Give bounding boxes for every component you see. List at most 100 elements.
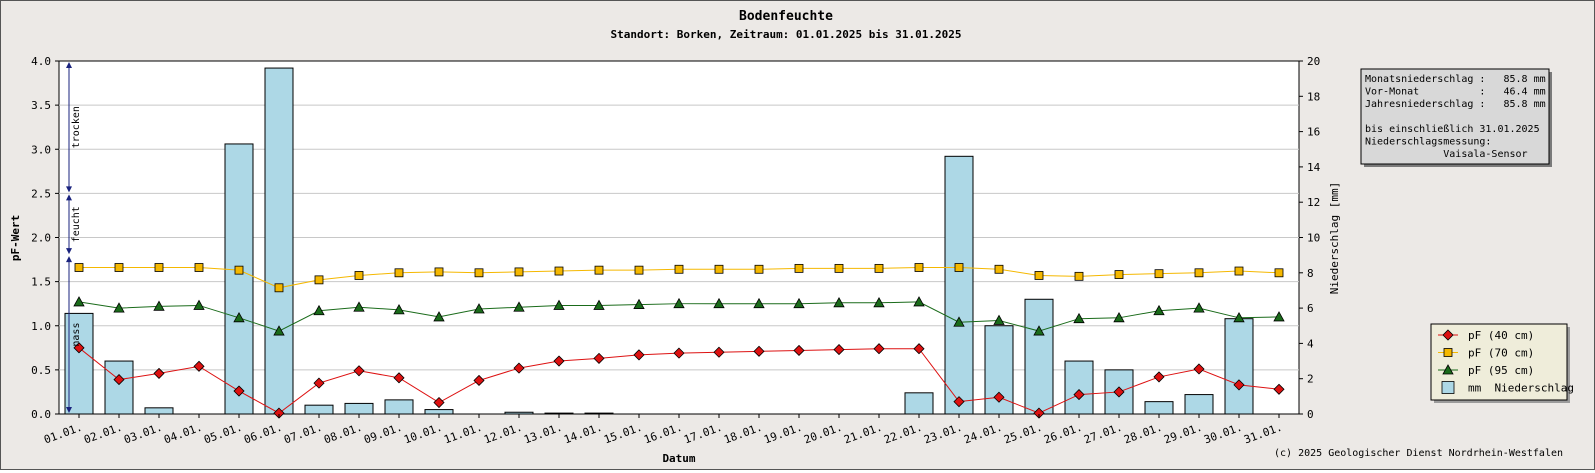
series-point bbox=[833, 344, 845, 356]
legend-label: pF (40 cm) bbox=[1468, 329, 1534, 342]
series-point bbox=[193, 360, 205, 372]
zone-label: nass bbox=[71, 323, 82, 347]
series-point bbox=[73, 342, 85, 354]
tick-label-right: 10 bbox=[1307, 232, 1320, 245]
precip-bar bbox=[544, 412, 574, 415]
series-point bbox=[233, 311, 245, 323]
zone-arrow-up bbox=[66, 194, 72, 201]
tick-label-x: 19.01. bbox=[762, 421, 804, 447]
series-point bbox=[714, 264, 724, 274]
series-point bbox=[273, 407, 285, 419]
info-line: Vaisala-Sensor bbox=[1365, 149, 1528, 160]
tick-label-left: 3.5 bbox=[31, 99, 51, 112]
series-point bbox=[353, 365, 365, 377]
tick-label-left: 0.5 bbox=[31, 364, 51, 377]
series-point bbox=[713, 346, 725, 358]
copyright: (c) 2025 Geologischer Dienst Nordrhein-W… bbox=[1274, 448, 1563, 459]
y-axis-right-ticks: 0 2 4 6 8 10 12 14 16 18 20 bbox=[1299, 55, 1321, 421]
series-point bbox=[73, 296, 85, 307]
moisture-zones: trocken feucht nass bbox=[66, 62, 82, 413]
chart-title: Bodenfeuchte bbox=[739, 9, 833, 24]
series-point bbox=[513, 362, 525, 374]
info-line: bis einschließlich 31.01.2025 bbox=[1365, 124, 1540, 135]
series-point bbox=[794, 263, 804, 273]
tick-label-left: 1.0 bbox=[31, 320, 51, 333]
series-point bbox=[1273, 383, 1285, 395]
tick-label-right: 8 bbox=[1307, 267, 1314, 280]
series-point bbox=[713, 297, 725, 309]
legend-swatch bbox=[1441, 381, 1455, 394]
legend: pF (40 cm) pF (70 cm) pF (95 cm) mm Nieders… bbox=[1430, 323, 1574, 403]
series-point bbox=[353, 301, 365, 312]
series-point bbox=[113, 374, 125, 386]
tick-label-x: 26.01. bbox=[1042, 421, 1084, 447]
series-point bbox=[793, 297, 805, 309]
tick-label-x: 18.01. bbox=[722, 421, 764, 447]
series-point bbox=[1273, 311, 1285, 322]
series-point bbox=[234, 265, 244, 275]
y-axis-left-ticks: 0.0 0.5 1.0 1.5 2.0 2.5 3.0 3.5 4.0 bbox=[31, 55, 59, 421]
series-point bbox=[553, 299, 565, 310]
precip-bar bbox=[584, 412, 614, 415]
tick-label-left: 0.0 bbox=[31, 408, 51, 421]
tick-label-x: 12.01. bbox=[482, 421, 524, 447]
tick-label-x: 08.01. bbox=[322, 421, 364, 447]
series-point bbox=[1442, 364, 1454, 375]
tick-label-x: 21.01. bbox=[842, 421, 884, 447]
tick-label-left: 2.0 bbox=[31, 232, 51, 245]
tick-label-x: 09.01. bbox=[362, 421, 404, 447]
legend-label: pF (95 cm) bbox=[1468, 364, 1534, 377]
series-point bbox=[1113, 386, 1125, 398]
series-point bbox=[754, 264, 764, 274]
series-point bbox=[954, 263, 964, 272]
series-point bbox=[1073, 312, 1085, 324]
tick-label-x: 24.01. bbox=[962, 421, 1004, 447]
pf-series-markers bbox=[73, 263, 1285, 419]
series-point bbox=[1033, 325, 1045, 336]
tick-label-left: 3.0 bbox=[31, 143, 51, 156]
chart-subtitle: Standort: Borken, Zeitraum: 01.01.2025 b… bbox=[611, 28, 962, 41]
zone-arrow-up bbox=[66, 256, 72, 263]
series-point bbox=[1274, 268, 1284, 278]
tick-label-x: 23.01. bbox=[922, 421, 964, 447]
series-point bbox=[593, 299, 605, 310]
series-point bbox=[1233, 379, 1245, 391]
info-line: Vor-Monat : 46.4 mm bbox=[1365, 87, 1546, 98]
tick-label-left: 4.0 bbox=[31, 55, 51, 68]
tick-label-right: 18 bbox=[1307, 90, 1320, 103]
series-point bbox=[994, 264, 1004, 274]
precip-bar bbox=[1144, 401, 1174, 415]
series-point bbox=[873, 296, 885, 308]
tick-label-x: 30.01. bbox=[1202, 421, 1244, 447]
series-point bbox=[953, 316, 965, 327]
series-point bbox=[1233, 311, 1245, 323]
series-point bbox=[593, 352, 605, 364]
series-point bbox=[274, 283, 284, 293]
y-axis-right-label: Niederschlag [mm] bbox=[1328, 182, 1341, 295]
tick-label-x: 10.01. bbox=[402, 421, 444, 447]
legend-label: mm Niederschlag bbox=[1468, 382, 1574, 395]
series-point bbox=[193, 299, 205, 310]
series-point bbox=[633, 349, 645, 361]
series-point bbox=[474, 268, 484, 278]
series-point bbox=[1442, 329, 1454, 341]
tick-label-x: 28.01. bbox=[1122, 421, 1164, 447]
tick-label-x: 11.01. bbox=[442, 421, 484, 447]
series-point bbox=[873, 343, 885, 355]
tick-label-right: 12 bbox=[1307, 196, 1320, 209]
precip-bar bbox=[224, 143, 254, 415]
series-point bbox=[753, 345, 765, 357]
tick-label-right: 16 bbox=[1307, 126, 1320, 139]
series-point bbox=[913, 296, 925, 307]
tick-label-right: 4 bbox=[1307, 337, 1314, 350]
tick-label-left: 2.5 bbox=[31, 187, 51, 200]
precip-bar bbox=[1064, 360, 1094, 415]
series-point bbox=[153, 367, 165, 379]
tick-label-right: 20 bbox=[1307, 55, 1320, 68]
series-point bbox=[233, 385, 245, 397]
series-point bbox=[1154, 269, 1164, 279]
tick-label-x: 07.01. bbox=[282, 421, 324, 447]
precipitation-bars bbox=[64, 67, 1254, 415]
series-point bbox=[473, 374, 485, 387]
series-point bbox=[393, 304, 405, 315]
